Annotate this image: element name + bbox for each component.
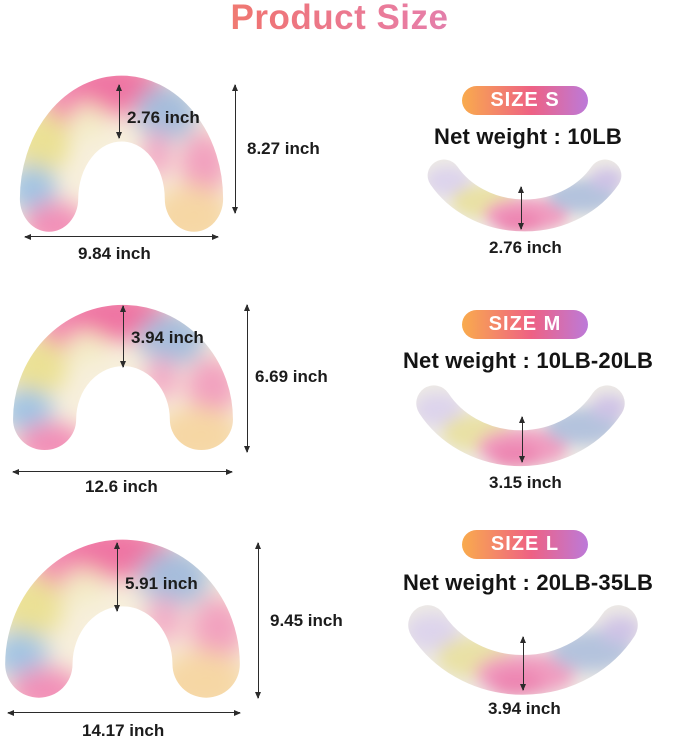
size-s-width-arrow	[24, 233, 219, 240]
size-s-thickness-arrow	[518, 186, 524, 230]
size-l-inner-height-label: 5.91 inch	[125, 574, 198, 593]
size-s-net-weight: Net weight : 10LB	[434, 124, 622, 149]
size-s-inner-height-label: 2.76 inch	[127, 108, 200, 127]
size-s-height-arrow	[232, 84, 238, 214]
size-s-width-label: 9.84 inch	[78, 244, 151, 263]
size-m-net-weight: Net weight : 10LB-20LB	[402, 348, 654, 373]
size-s-badge-label: SIZE S	[490, 89, 560, 111]
size-l-width-label: 14.17 inch	[82, 721, 165, 740]
size-l-height-arrow	[255, 542, 261, 699]
size-l-badge: SIZE L	[462, 530, 588, 559]
size-m-height-label: 6.69 inch	[255, 367, 328, 386]
size-m-height-arrow	[244, 304, 250, 453]
size-l-height-label: 9.45 inch	[270, 611, 343, 630]
size-m-inner-height-label: 3.94 inch	[131, 328, 204, 347]
size-l-inner-height-arrow	[114, 542, 120, 612]
size-l-front-pillow-image	[3, 530, 242, 702]
size-m-inner-height-arrow	[120, 305, 126, 368]
page-title: Product Size	[0, 0, 679, 38]
size-s-inner-height-arrow	[116, 84, 122, 139]
size-s-height-label: 8.27 inch	[247, 139, 320, 158]
size-m-side-pillow-image	[407, 378, 634, 478]
size-m-badge-label: SIZE M	[488, 313, 562, 335]
size-l-badge-label: SIZE L	[490, 533, 560, 555]
size-s-front-pillow-image	[18, 66, 225, 236]
size-m-thickness-arrow	[519, 416, 525, 463]
size-s-side-pillow-image	[419, 153, 630, 242]
size-l-net-weight: Net weight : 20LB-35LB	[402, 570, 654, 595]
size-m-width-label: 12.6 inch	[85, 477, 158, 496]
size-m-badge: SIZE M	[462, 310, 588, 339]
size-s-thickness-label: 2.76 inch	[489, 238, 562, 257]
size-m-width-arrow	[12, 468, 233, 475]
size-m-thickness-label: 3.15 inch	[489, 473, 562, 492]
size-l-thickness-arrow	[520, 636, 526, 691]
size-s-badge: SIZE S	[462, 86, 588, 115]
size-l-thickness-label: 3.94 inch	[488, 699, 561, 718]
size-l-width-arrow	[7, 709, 241, 716]
